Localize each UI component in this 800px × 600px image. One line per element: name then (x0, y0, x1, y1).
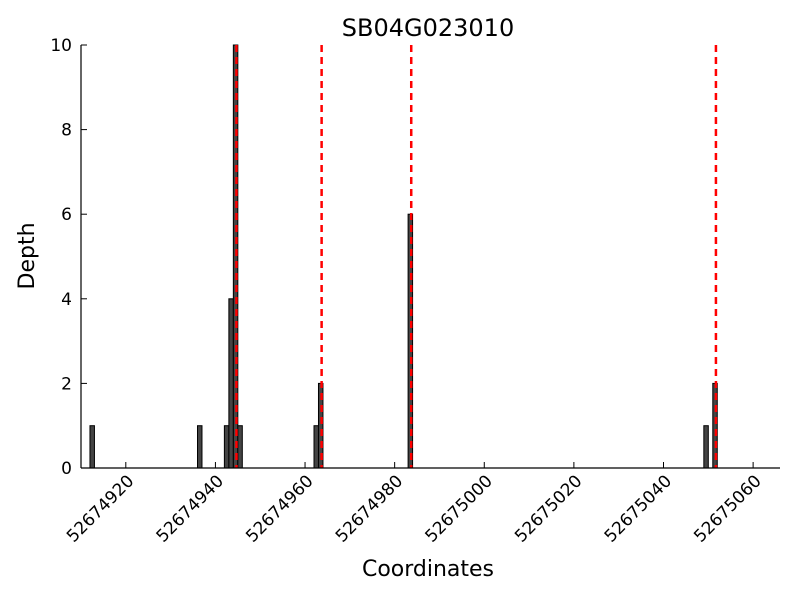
bar-0 (89, 425, 95, 469)
x-tick-label-3: 52674980 (332, 471, 407, 546)
x-tick-label-6: 52675040 (601, 471, 676, 546)
bar-1 (197, 425, 203, 469)
x-ticks: 52674920 52674940 52674960 52674980 52675000… (63, 462, 766, 547)
bar-9 (703, 425, 709, 469)
x-tick-label-1: 52674940 (153, 471, 228, 546)
vlines-group (235, 45, 718, 468)
axes-group (80, 45, 780, 469)
x-tick-label-5: 52675020 (511, 471, 586, 546)
chart-title: SB04G023010 (342, 14, 514, 42)
y-tick-label-5: 10 (50, 36, 72, 56)
x-tick-label-2: 52674960 (242, 471, 317, 546)
x-tick-label-4: 52675000 (421, 471, 496, 546)
y-tick-label-0: 0 (61, 459, 72, 479)
y-tick-label-1: 2 (61, 374, 72, 394)
x-axis-label: Coordinates (362, 557, 494, 582)
bars-group (89, 44, 718, 469)
y-tick-label-4: 8 (61, 121, 72, 141)
bar-2 (223, 425, 230, 469)
y-tick-label-2: 4 (61, 290, 72, 310)
y-tick-label-3: 6 (61, 205, 72, 225)
bar-3 (228, 298, 234, 469)
bar-5 (237, 425, 243, 469)
x-tick-label-0: 52674920 (63, 471, 138, 546)
bar-6 (313, 425, 319, 469)
x-tick-label-7: 52675060 (690, 471, 765, 546)
y-axis-label: Depth (15, 222, 40, 289)
y-ticks: 0 2 4 6 8 10 (50, 36, 87, 479)
